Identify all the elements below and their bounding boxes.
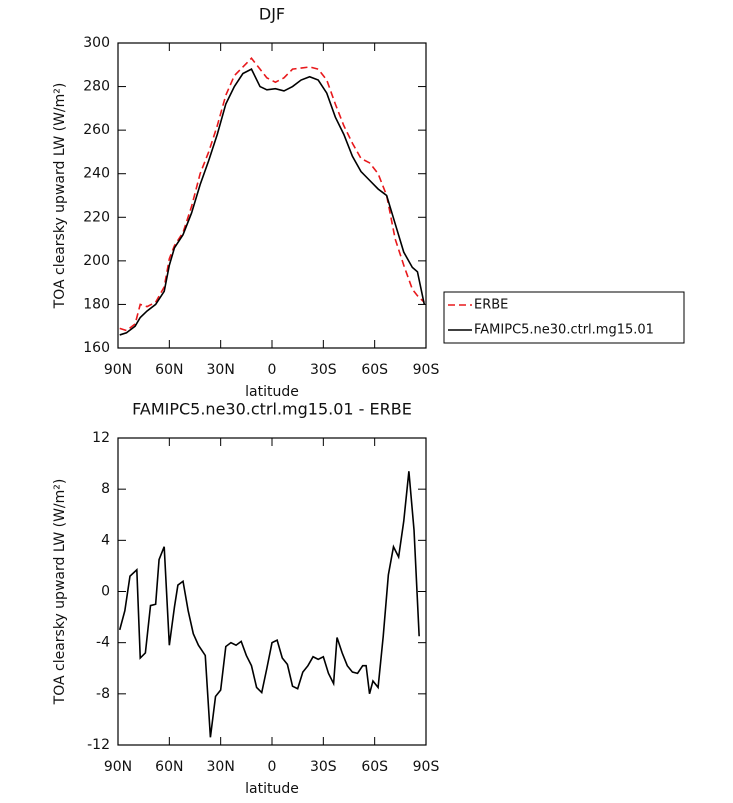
x-tick-label: 60S: [361, 759, 388, 775]
x-tick-label: 90S: [413, 362, 440, 378]
y-tick-label: 240: [83, 166, 110, 182]
x-tick-label: 0: [268, 759, 277, 775]
x-tick-label: 60N: [155, 759, 183, 775]
x-tick-label: 30S: [310, 362, 337, 378]
y-tick-label: 300: [83, 35, 110, 51]
y-tick-label: 220: [83, 209, 110, 225]
legend-box: [443, 291, 685, 344]
y-axis-label: TOA clearsky upward LW (W/m²): [52, 479, 68, 706]
y-tick-label: 180: [83, 296, 110, 312]
y-axis-label: TOA clearsky upward LW (W/m²): [52, 83, 68, 310]
data-line: [119, 57, 425, 332]
x-tick-label: 90S: [413, 759, 440, 775]
y-tick-label: 0: [101, 584, 110, 600]
y-tick-label: 8: [101, 481, 110, 497]
plot-frame: [117, 437, 427, 746]
y-tick-label: 160: [83, 340, 110, 356]
chart-title: DJF: [259, 5, 285, 24]
x-axis-label: latitude: [245, 781, 299, 797]
x-tick-label: 30S: [310, 759, 337, 775]
x-tick-label: 90N: [104, 759, 132, 775]
x-tick-label: 90N: [104, 362, 132, 378]
legend-label: ERBE: [474, 298, 508, 313]
x-tick-label: 60N: [155, 362, 183, 378]
y-tick-label: 4: [101, 532, 110, 548]
x-tick-label: 30N: [207, 362, 235, 378]
x-tick-label: 30N: [207, 759, 235, 775]
y-tick-label: -4: [96, 635, 110, 651]
data-line: [118, 471, 420, 738]
y-tick-label: 12: [92, 430, 110, 446]
y-tick-label: 280: [83, 79, 110, 95]
legend-label: FAMIPC5.ne30.ctrl.mg15.01: [474, 323, 654, 338]
x-tick-label: 0: [268, 362, 277, 378]
chart-title: FAMIPC5.ne30.ctrl.mg15.01 - ERBE: [132, 400, 412, 419]
y-tick-label: 260: [83, 122, 110, 138]
y-tick-label: -12: [87, 737, 110, 753]
data-line: [119, 68, 426, 336]
x-axis-label: latitude: [245, 384, 299, 400]
y-tick-label: -8: [96, 686, 110, 702]
x-tick-label: 60S: [361, 362, 388, 378]
y-tick-label: 200: [83, 253, 110, 269]
